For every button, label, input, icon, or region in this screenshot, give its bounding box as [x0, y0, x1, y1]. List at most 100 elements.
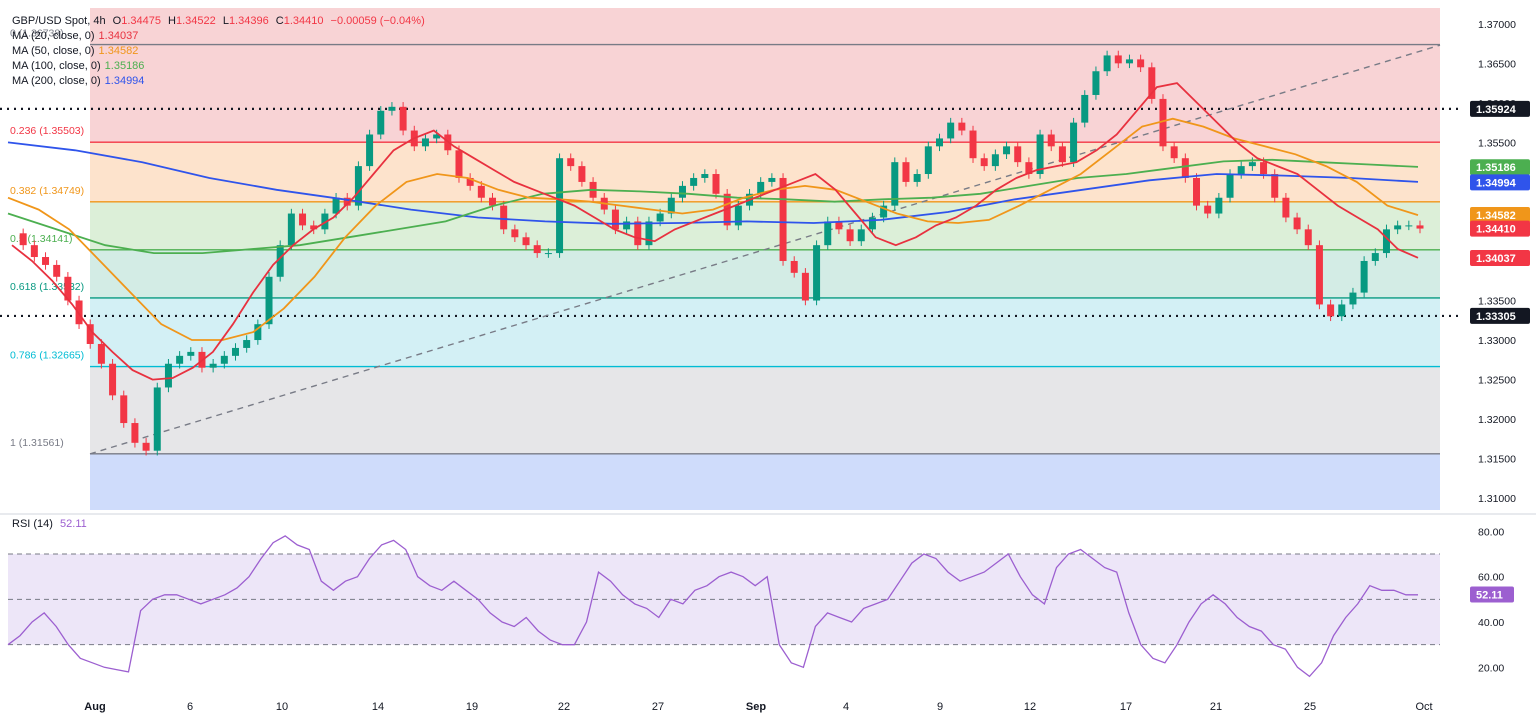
- candle-body: [332, 197, 340, 214]
- candle-body: [533, 245, 541, 254]
- rsi-label: RSI (14): [12, 518, 53, 530]
- fib-label: 0.786 (1.32665): [10, 350, 84, 362]
- candle-body: [757, 181, 765, 194]
- rsi-value: 52.11: [60, 518, 87, 530]
- price-label-text: 1.34410: [1476, 224, 1516, 236]
- candle-body: [991, 154, 999, 167]
- candle-body: [779, 177, 787, 261]
- candle-body: [868, 217, 876, 230]
- candle-body: [678, 185, 686, 198]
- candle-body: [421, 138, 429, 147]
- candle-body: [1304, 229, 1312, 246]
- candle-body: [701, 174, 709, 178]
- time-tick-label: 21: [1210, 701, 1222, 713]
- price-label-box: [1470, 100, 1530, 117]
- time-tick-label: Oct: [1415, 701, 1432, 713]
- candle-body: [1036, 134, 1044, 175]
- price-label-box: [1470, 206, 1530, 223]
- time-tick-label: 25: [1304, 701, 1316, 713]
- price-tick-label: 1.37000: [1478, 19, 1516, 31]
- price-label-text: 1.34582: [1476, 210, 1516, 222]
- candle-body: [969, 130, 977, 159]
- rsi-tick-label: 20.00: [1478, 662, 1504, 674]
- candle-body: [712, 174, 720, 194]
- candle-body: [254, 324, 262, 341]
- candle-body: [287, 213, 295, 246]
- candle-body: [500, 205, 508, 230]
- candle-body: [1248, 162, 1256, 167]
- legend-ma20[interactable]: MA (20, close, 0) 1.34037: [12, 30, 139, 42]
- candle-body: [1014, 146, 1022, 163]
- candle-body: [187, 351, 195, 356]
- candle-body: [891, 162, 899, 206]
- candle-body: [366, 134, 374, 167]
- price-tick-label: 1.32500: [1478, 375, 1516, 387]
- fib-label: 0.618 (1.33532): [10, 281, 84, 293]
- candle-body: [880, 205, 888, 218]
- candle-body: [924, 146, 932, 175]
- candle-body: [656, 213, 664, 222]
- time-tick-label: 12: [1024, 701, 1036, 713]
- candle-body: [1226, 174, 1234, 198]
- price-tick-label: 1.32000: [1478, 414, 1516, 426]
- rsi-tick-label: 60.00: [1478, 572, 1504, 584]
- ma20-line: [11, 82, 1419, 381]
- price-label-box: [1470, 159, 1530, 176]
- candle-body: [1193, 177, 1201, 206]
- candle-body: [243, 340, 251, 348]
- price-tick-label: 1.31500: [1478, 454, 1516, 466]
- price-tick-label: 1.36500: [1478, 58, 1516, 70]
- candle-body: [377, 110, 385, 135]
- time-tick-label: 9: [937, 701, 943, 713]
- candle-body: [1349, 292, 1357, 305]
- ma50-line: [7, 117, 1419, 341]
- candle-body: [1271, 174, 1279, 198]
- candle-body: [634, 221, 642, 246]
- fib-label: 1 (1.31561): [10, 437, 64, 449]
- candle-body: [790, 260, 798, 273]
- time-tick-label: 22: [558, 701, 570, 713]
- candle-body: [1360, 260, 1368, 293]
- close-value: 1.34410: [283, 15, 324, 27]
- legend-ma200[interactable]: MA (200, close, 0) 1.34994: [12, 75, 145, 87]
- candle-body: [1416, 225, 1424, 229]
- price-label-box: [1470, 307, 1530, 324]
- fib-zone: [90, 297, 1440, 367]
- candle-body: [299, 213, 307, 226]
- candle-body: [1338, 304, 1346, 317]
- candle-body: [1003, 146, 1011, 155]
- candle-body: [64, 276, 72, 301]
- price-label-box: [1470, 250, 1530, 267]
- candle-body: [1137, 59, 1145, 68]
- ma200-line: [7, 141, 1419, 225]
- candle-body: [1070, 122, 1078, 163]
- candle-body: [466, 177, 474, 186]
- candle-body: [276, 245, 284, 277]
- open-value: 1.34475: [121, 15, 161, 27]
- fib-zone: [90, 249, 1440, 298]
- candle-body: [734, 205, 742, 226]
- candle-body: [30, 245, 38, 258]
- symbol-label: GBP/USD Spot: [12, 15, 88, 27]
- legend-ma50[interactable]: MA (50, close, 0) 1.34582: [12, 45, 139, 57]
- price-label-text: 1.35924: [1476, 104, 1517, 116]
- candle-body: [1260, 162, 1268, 175]
- candle-body: [645, 221, 653, 246]
- candle-body: [611, 209, 619, 230]
- fib-label: 0.236 (1.35503): [10, 125, 84, 137]
- legend-ma100[interactable]: MA (100, close, 0) 1.35186: [12, 60, 145, 72]
- time-tick-label: 4: [843, 701, 849, 713]
- rsi-value-box: [1470, 586, 1514, 603]
- change-value: −0.00059 (−0.04%): [330, 15, 425, 27]
- candle-body: [835, 221, 843, 230]
- fib-zone: [90, 453, 1440, 510]
- candle-body: [935, 138, 943, 147]
- trend-line: [89, 44, 1441, 455]
- candle-body: [1081, 94, 1089, 123]
- candle-body: [1282, 197, 1290, 218]
- candle-body: [1103, 55, 1111, 72]
- price-label-box: [1470, 174, 1530, 191]
- candle-body: [153, 387, 161, 451]
- candle-body: [1327, 304, 1335, 317]
